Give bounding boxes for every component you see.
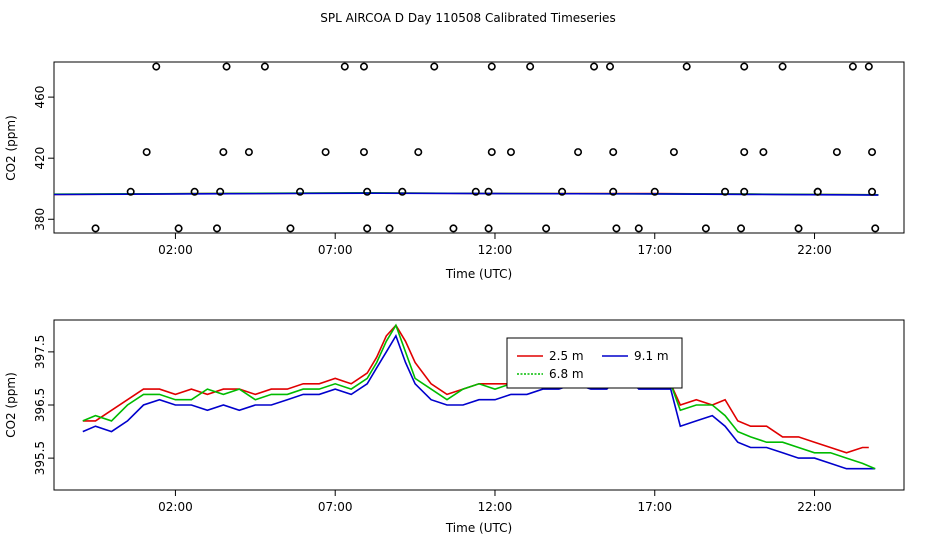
data-point xyxy=(832,148,841,157)
series-line-2-5-m xyxy=(82,323,869,454)
x-tick-label: 12:00 xyxy=(478,243,513,257)
data-point xyxy=(487,62,496,71)
plot-panel-2: 02:00 07:00 12:00 17:00 22:00 Time (UTC) 395.5… xyxy=(4,319,905,535)
data-point xyxy=(740,187,749,196)
data-point xyxy=(216,187,225,196)
data-point xyxy=(609,148,618,157)
data-point xyxy=(471,187,480,196)
data-point xyxy=(868,187,877,196)
data-point xyxy=(609,187,618,196)
legend-label: 9.1 m xyxy=(634,349,669,363)
data-point xyxy=(682,62,691,71)
data-point xyxy=(260,62,269,71)
data-point xyxy=(558,187,567,196)
data-point xyxy=(385,224,394,233)
legend-label: 6.8 m xyxy=(549,367,584,381)
data-point xyxy=(484,224,493,233)
data-point xyxy=(212,224,221,233)
data-point xyxy=(340,62,349,71)
data-point xyxy=(737,224,746,233)
data-point xyxy=(449,224,458,233)
series-line-9-1-m xyxy=(82,334,876,470)
x-axis-label: Time (UTC) xyxy=(445,267,512,281)
legend-label: 2.5 m xyxy=(549,349,584,363)
data-point xyxy=(91,224,100,233)
data-point xyxy=(794,224,803,233)
data-point xyxy=(398,187,407,196)
data-point xyxy=(759,148,768,157)
data-point xyxy=(359,148,368,157)
data-point xyxy=(634,224,643,233)
y-tick-label: 395.5 xyxy=(33,441,47,475)
data-point xyxy=(296,187,305,196)
data-point xyxy=(414,148,423,157)
x-tick-label: 02:00 xyxy=(158,500,193,514)
x-tick-label: 02:00 xyxy=(158,243,193,257)
y-tick-label: 380 xyxy=(33,208,47,231)
data-point xyxy=(871,224,880,233)
data-point xyxy=(701,224,710,233)
data-point xyxy=(590,62,599,71)
data-point xyxy=(222,62,231,71)
y-tick-label: 396.5 xyxy=(33,388,47,422)
data-point xyxy=(721,187,730,196)
data-point xyxy=(359,62,368,71)
y-tick-label: 460 xyxy=(33,86,47,109)
plot-frame xyxy=(53,61,905,234)
data-point xyxy=(126,187,135,196)
data-point xyxy=(740,62,749,71)
y-axis-label: CO2 (ppm) xyxy=(4,115,18,181)
data-point xyxy=(286,224,295,233)
data-point xyxy=(813,187,822,196)
y-tick-label: 397.5 xyxy=(33,335,47,369)
data-point xyxy=(174,224,183,233)
data-point xyxy=(487,148,496,157)
data-point xyxy=(526,62,535,71)
data-point xyxy=(219,148,228,157)
x-tick-label: 22:00 xyxy=(797,243,832,257)
data-point xyxy=(142,148,151,157)
data-point xyxy=(650,187,659,196)
data-point xyxy=(430,62,439,71)
data-point xyxy=(542,224,551,233)
x-tick-label: 12:00 xyxy=(478,500,513,514)
data-point xyxy=(152,62,161,71)
data-point xyxy=(363,187,372,196)
data-point xyxy=(244,148,253,157)
data-point xyxy=(363,224,372,233)
x-tick-label: 17:00 xyxy=(637,500,672,514)
series-line-6-8-m xyxy=(82,323,876,470)
x-tick-label: 22:00 xyxy=(797,500,832,514)
data-point xyxy=(778,62,787,71)
data-point xyxy=(740,148,749,157)
data-point xyxy=(190,187,199,196)
data-point xyxy=(506,148,515,157)
data-point xyxy=(868,148,877,157)
y-axis-label: CO2 (ppm) xyxy=(4,372,18,438)
x-tick-label: 07:00 xyxy=(318,243,353,257)
data-point xyxy=(484,187,493,196)
chart-title: SPL AIRCOA D Day 110508 Calibrated Times… xyxy=(320,11,615,25)
x-tick-label: 07:00 xyxy=(318,500,353,514)
plot-panel-1: 02:00 07:00 12:00 17:00 22:00 Time (UTC) 380 42… xyxy=(4,61,905,281)
y-tick-label: 420 xyxy=(33,147,47,170)
x-tick-label: 17:00 xyxy=(637,243,672,257)
data-point xyxy=(321,148,330,157)
x-axis-label: Time (UTC) xyxy=(445,521,512,535)
data-point xyxy=(669,148,678,157)
legend-box xyxy=(506,337,683,389)
data-point xyxy=(864,62,873,71)
data-point xyxy=(606,62,615,71)
series-line-3 xyxy=(53,192,879,196)
data-point xyxy=(612,224,621,233)
legend: 2.5 m 9.1 m 6.8 m xyxy=(506,337,683,389)
data-point xyxy=(848,62,857,71)
data-point xyxy=(574,148,583,157)
